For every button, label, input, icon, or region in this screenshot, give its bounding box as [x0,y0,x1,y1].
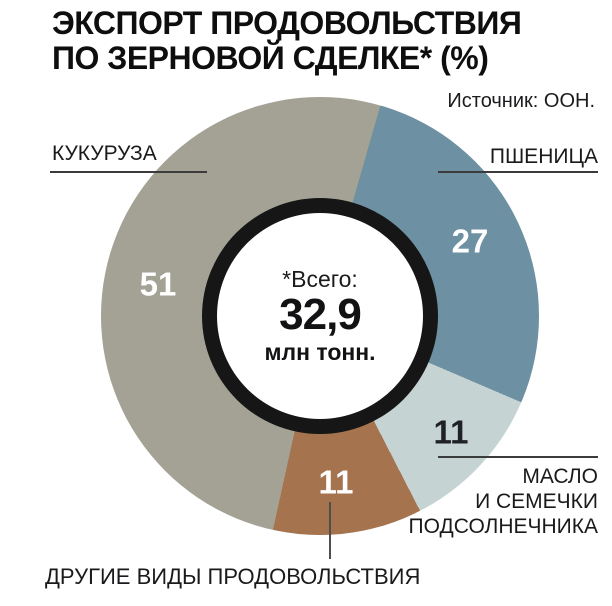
donut-center: *Всего: 32,9 млн тонн. [217,213,423,419]
value-sunflower: 11 [433,413,469,451]
total-value: 32,9 [279,290,362,339]
leader-line-wheat [438,171,598,173]
label-wheat: ПШЕНИЦА [489,145,598,168]
label-sunflower-line1: МАСЛО [522,465,598,488]
total-note-label: *Всего: [282,266,358,292]
value-other: 11 [318,463,354,501]
leader-line-other [329,502,331,559]
label-sunflower: МАСЛО И СЕМЕЧКИ ПОДСОЛНЕЧНИКА [409,464,598,539]
chart-title-line1: ЭКСПОРТ ПРОДОВОЛЬСТВИЯ [52,5,522,41]
total-unit: млн тонн. [264,339,376,365]
leader-line-corn [50,171,207,173]
value-corn: 51 [139,265,177,303]
value-wheat: 27 [451,222,489,260]
label-other: ДРУГИЕ ВИДЫ ПРОДОВОЛЬСТВИЯ [45,564,421,589]
label-sunflower-line2: И СЕМЕЧКИ [475,490,598,513]
chart-title: ЭКСПОРТ ПРОДОВОЛЬСТВИЯ ПО ЗЕРНОВОЙ СДЕЛК… [52,5,522,76]
label-sunflower-line3: ПОДСОЛНЕЧНИКА [408,515,598,538]
leader-line-sunflower [438,456,598,458]
source-note: Источник: ООН. [447,90,595,112]
label-corn: КУКУРУЗА [52,142,157,165]
chart-title-line2: ПО ЗЕРНОВОЙ СДЕЛКЕ* (%) [52,40,489,76]
